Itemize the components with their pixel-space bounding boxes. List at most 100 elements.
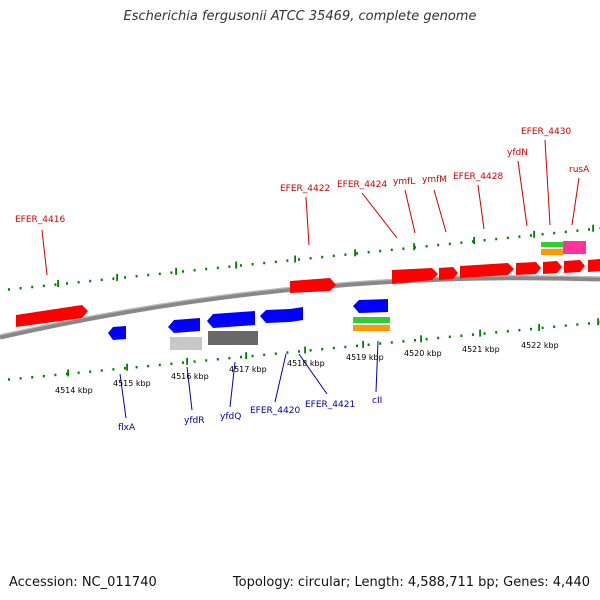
tick-major <box>362 340 364 348</box>
gene-ymfm[interactable] <box>460 263 514 278</box>
tick-major <box>294 255 296 263</box>
tick-major <box>175 267 177 275</box>
tick-dot <box>518 235 521 238</box>
tick-major <box>245 352 247 360</box>
tick-dot <box>228 265 231 268</box>
scale-label: 4519 kbp <box>346 353 384 362</box>
tick-dot <box>309 257 312 260</box>
tick-dot <box>332 254 335 258</box>
tick-dot <box>344 253 347 256</box>
scale-label: 4522 kbp <box>521 341 559 350</box>
tick-major <box>67 369 69 377</box>
gene-label-yfdr[interactable]: yfdR <box>184 416 204 426</box>
gene-label-ymfl[interactable]: ymfL <box>393 177 415 187</box>
top-gene-labels: EFER_4416 EFER_4422 EFER_4424 ymfL ymfM … <box>15 127 590 225</box>
tick-dot <box>170 362 173 365</box>
tick-dot <box>425 337 428 341</box>
scale-label: 4521 kbp <box>462 345 500 354</box>
tick-major <box>597 318 599 326</box>
gene-efer-4420[interactable] <box>260 309 290 323</box>
tick-dot <box>472 240 474 243</box>
gene-ymfl[interactable] <box>439 267 458 280</box>
tick-dot <box>147 364 150 368</box>
gene-label-efer-4421[interactable]: EFER_4421 <box>305 400 355 410</box>
scale-labels: 4514 kbp 4515 kbp 4516 kbp 4517 kbp 4518… <box>55 341 559 395</box>
tick-dot <box>135 365 138 369</box>
tick-dot <box>54 283 57 286</box>
tick-dot <box>588 228 590 231</box>
gene-label-rusa[interactable]: rusA <box>569 165 590 175</box>
tick-dot <box>518 328 521 332</box>
tick-dot <box>182 270 184 273</box>
tick-dot <box>356 252 358 255</box>
gene-yfdq[interactable] <box>207 311 255 328</box>
gene-efer-4422[interactable] <box>290 278 336 293</box>
tick-dot <box>100 278 103 282</box>
scale-label: 4517 kbp <box>229 365 267 374</box>
inner-tick-ring <box>8 318 600 381</box>
tick-dot <box>460 334 463 337</box>
tick-dot <box>31 285 34 289</box>
tick-dot <box>344 345 347 349</box>
tick-dot <box>112 277 115 280</box>
gene-label-flxa[interactable]: flxA <box>118 423 136 433</box>
tick-dot <box>425 245 428 248</box>
tick-dot <box>263 353 266 357</box>
gene-yfdr[interactable] <box>168 318 200 333</box>
scale-label: 4515 kbp <box>113 379 151 388</box>
tick-dot <box>483 332 486 335</box>
tick-dot <box>89 279 92 283</box>
tick-dot <box>495 237 498 241</box>
tick-dot <box>124 367 126 370</box>
tick-dot <box>286 259 289 262</box>
gene-label-yfdq[interactable]: yfdQ <box>220 412 241 422</box>
tick-dot <box>298 350 300 353</box>
tick-dot <box>321 255 324 259</box>
tick-dot <box>147 273 150 277</box>
gene-efer-4428[interactable] <box>516 262 541 275</box>
forward-strand-genes <box>16 259 600 327</box>
outer-tick-ring <box>8 224 600 291</box>
tick-dot <box>356 344 358 348</box>
tick-dot <box>112 368 115 371</box>
tick-major <box>126 363 128 371</box>
gene-efer-4416[interactable] <box>16 305 88 327</box>
tick-dot <box>19 287 22 290</box>
gene-yfdn[interactable] <box>543 261 562 274</box>
gene-label-cii[interactable]: cII <box>372 396 382 406</box>
gene-efer-4424[interactable] <box>392 268 438 284</box>
gene-label-efer-4420[interactable]: EFER_4420 <box>250 406 300 416</box>
gene-label-efer-4422[interactable]: EFER_4422 <box>280 184 330 194</box>
gene-label-yfdn[interactable]: yfdN <box>507 148 528 158</box>
gene-efer-4430[interactable] <box>564 260 585 273</box>
gene-label-efer-4416[interactable]: EFER_4416 <box>15 215 65 225</box>
feature-magenta-top <box>563 241 586 254</box>
tick-major <box>473 237 475 244</box>
tick-major <box>57 280 59 287</box>
tick-dot <box>321 348 324 351</box>
tick-dot <box>124 276 126 279</box>
tick-dot <box>472 333 474 336</box>
tick-major <box>413 243 415 251</box>
gene-rusa[interactable] <box>588 259 600 272</box>
tick-dot <box>31 376 34 379</box>
tick-dot <box>564 230 567 234</box>
gene-label-ymfm[interactable]: ymfM <box>422 175 447 185</box>
tick-dot <box>576 229 579 232</box>
gene-flxa[interactable] <box>108 326 126 340</box>
gene-label-efer-4428[interactable]: EFER_4428 <box>453 172 503 182</box>
tick-dot <box>483 239 486 242</box>
tick-dot <box>274 260 277 264</box>
gene-label-efer-4430[interactable]: EFER_4430 <box>521 127 571 137</box>
gene-efer-4421[interactable] <box>290 307 303 322</box>
tick-dot <box>564 324 567 327</box>
tick-dot <box>541 326 544 330</box>
gene-cii[interactable] <box>353 299 388 313</box>
tick-dot <box>495 331 498 334</box>
tick-major <box>186 357 188 365</box>
tick-dot <box>240 264 242 267</box>
tick-dot <box>448 242 451 246</box>
tick-dot <box>193 360 196 363</box>
gene-label-efer-4424[interactable]: EFER_4424 <box>337 180 387 190</box>
